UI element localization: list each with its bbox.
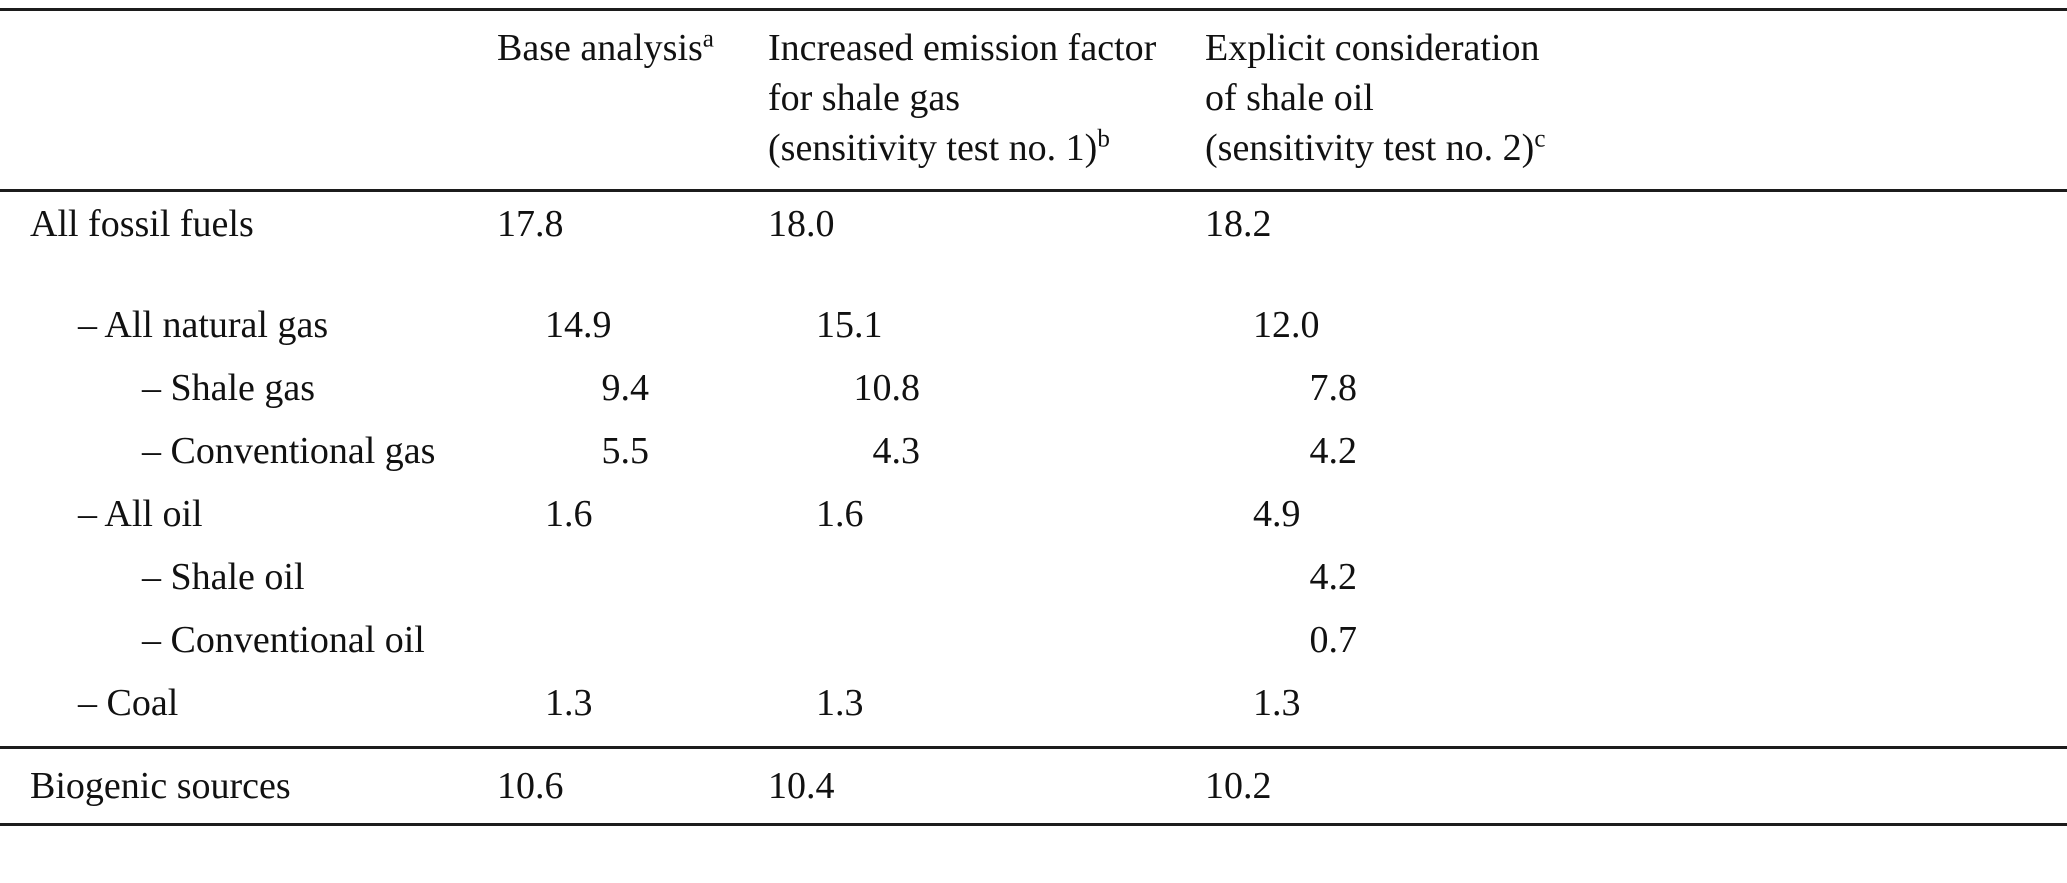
row-gap [0, 255, 2067, 293]
header-sensitivity-test-2: Explicit consideration of shale oil (sen… [1205, 23, 2067, 173]
table-row: – Coal 1.3 1.3 1.3 [0, 671, 2067, 734]
cell-value [768, 618, 1205, 662]
footnote-marker-a: a [702, 25, 714, 53]
row-label: – All natural gas [78, 303, 329, 346]
cell-value: 4.9 [1253, 492, 1301, 535]
row-label: – Shale oil [142, 555, 305, 598]
cell-value: 1.6 [545, 492, 593, 535]
row-label: All fossil fuels [30, 202, 254, 245]
cell-value: 4.3 [872, 429, 921, 472]
row-label: – Shale gas [142, 366, 316, 409]
cell-value: 1.3 [545, 681, 593, 724]
table-row: – All oil 1.6 1.6 4.9 [0, 482, 2067, 545]
table-row: – Shale oil 4.2 [0, 545, 2067, 608]
header-col4-line3: (sensitivity test no. 2)c [1205, 125, 1546, 170]
cell-value: 12.0 [1253, 303, 1320, 346]
row-gap [0, 734, 2067, 746]
header-base-analysis-text: Base analysis [497, 27, 703, 69]
cell-value: 10.8 [853, 366, 921, 409]
cell-value [768, 555, 1205, 599]
cell-value: 1.3 [816, 681, 864, 724]
row-label: – All oil [78, 492, 203, 535]
header-col3-line3: (sensitivity test no. 1)b [768, 125, 1110, 170]
footnote-marker-c: c [1534, 125, 1546, 153]
header-base-analysis: Base analysisa [497, 23, 768, 73]
header-col3-line1: Increased emission factor [768, 27, 1157, 69]
row-label: Biogenic sources [30, 765, 291, 808]
table-row: – Shale gas 9.4 10.8 7.8 [0, 356, 2067, 419]
cell-value: 4.2 [1309, 555, 1358, 598]
cell-value [497, 618, 768, 662]
table-header-row: Base analysisa Increased emission factor… [0, 11, 2067, 189]
row-label: – Conventional oil [142, 618, 425, 661]
table-row: – All natural gas 14.9 15.1 12.0 [0, 293, 2067, 356]
table-row: Biogenic sources 10.6 10.4 10.2 [0, 749, 2067, 823]
cell-value: 10.6 [497, 765, 564, 808]
cell-value: 9.4 [601, 366, 650, 409]
cell-value: 14.9 [545, 303, 612, 346]
cell-value: 10.2 [1205, 765, 1272, 808]
cell-value: 1.6 [816, 492, 864, 535]
row-label: – Conventional gas [142, 429, 436, 472]
header-rule [0, 189, 2067, 193]
table-row: All fossil fuels 17.8 18.0 18.2 [0, 192, 2067, 255]
cell-value: 1.3 [1253, 681, 1301, 724]
row-label: – Coal [78, 681, 179, 724]
table-row: – Conventional oil 0.7 [0, 608, 2067, 671]
cell-value: 7.8 [1309, 366, 1358, 409]
cell-value: 5.5 [601, 429, 650, 472]
cell-value: 17.8 [497, 202, 564, 245]
top-rule [0, 8, 2067, 11]
header-sensitivity-test-1: Increased emission factor for shale gas … [768, 23, 1205, 173]
cell-value: 0.7 [1309, 618, 1358, 661]
header-col3-line2: for shale gas [768, 77, 961, 120]
cell-value: 4.2 [1309, 429, 1358, 472]
header-col4-line2: of shale oil [1205, 77, 1374, 120]
cell-value: 15.1 [816, 303, 883, 346]
cell-value: 18.0 [768, 202, 835, 245]
cell-value: 18.2 [1205, 202, 1272, 245]
section-rule [0, 746, 2067, 750]
header-col4-line1: Explicit consideration [1205, 27, 1540, 69]
footnote-marker-b: b [1097, 125, 1110, 153]
bottom-rule [0, 823, 2067, 827]
cell-value: 10.4 [768, 765, 835, 808]
cell-value [497, 555, 768, 599]
table-row: – Conventional gas 5.5 4.3 4.2 [0, 419, 2067, 482]
